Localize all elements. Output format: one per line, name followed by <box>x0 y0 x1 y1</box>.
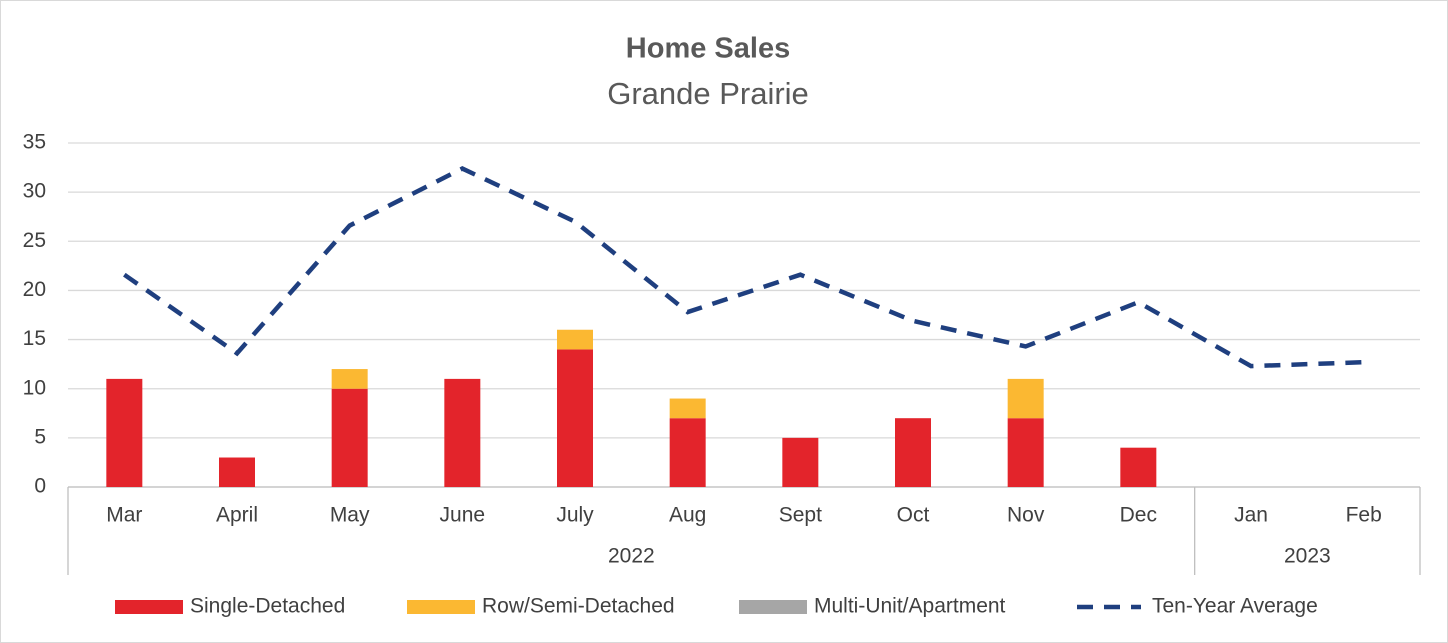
bar-segment <box>1120 447 1157 487</box>
x-tick-label: Feb <box>1346 504 1382 527</box>
x-tick-label: Oct <box>897 504 930 527</box>
legend-label: Row/Semi-Detached <box>482 595 675 618</box>
bar-segment <box>1007 378 1044 419</box>
x-tick-label: Mar <box>106 504 142 527</box>
bar-segment <box>557 349 593 487</box>
x-tick-label: May <box>330 504 370 527</box>
bar-segment <box>669 418 706 487</box>
bar-segment <box>782 437 819 487</box>
y-tick-label: 5 <box>34 425 46 448</box>
x-tick-label: April <box>216 504 258 527</box>
legend-label: Ten-Year Average <box>1152 595 1318 618</box>
bar-segment <box>1007 418 1044 487</box>
x-tick-label: Dec <box>1120 504 1157 527</box>
y-tick-label: 20 <box>23 278 46 301</box>
y-tick-label: 10 <box>23 376 46 399</box>
x-tick-label: June <box>440 504 486 527</box>
y-tick-label: 15 <box>23 327 46 350</box>
x-group-label: 2023 <box>1284 545 1331 568</box>
bar-segment <box>895 418 931 487</box>
chart-title: Home Sales <box>626 33 790 65</box>
y-tick-label: 35 <box>23 131 46 154</box>
legend-label: Multi-Unit/Apartment <box>814 595 1006 618</box>
x-tick-label: Jan <box>1234 504 1268 527</box>
legend-swatch <box>115 600 183 614</box>
legend-swatch <box>407 600 475 614</box>
y-tick-label: 0 <box>34 475 46 498</box>
x-group-label: 2022 <box>608 545 655 568</box>
legend-label: Single-Detached <box>190 595 345 618</box>
bar-segment <box>444 378 481 487</box>
bar-segment <box>219 457 255 487</box>
x-tick-label: July <box>556 504 594 527</box>
y-tick-label: 25 <box>23 229 46 252</box>
x-tick-label: Aug <box>669 504 706 527</box>
line-series <box>123 166 1364 369</box>
legend-swatch <box>739 600 807 614</box>
x-tick-label: Sept <box>779 504 822 527</box>
bar-segment <box>331 388 368 487</box>
bar-segment <box>669 398 706 419</box>
y-tick-label: 30 <box>23 180 46 203</box>
bar-segment <box>557 329 593 350</box>
x-tick-label: Nov <box>1007 504 1045 527</box>
bar-segment <box>331 369 368 389</box>
bar-segment <box>106 378 143 487</box>
chart-subtitle: Grande Prairie <box>607 76 809 111</box>
